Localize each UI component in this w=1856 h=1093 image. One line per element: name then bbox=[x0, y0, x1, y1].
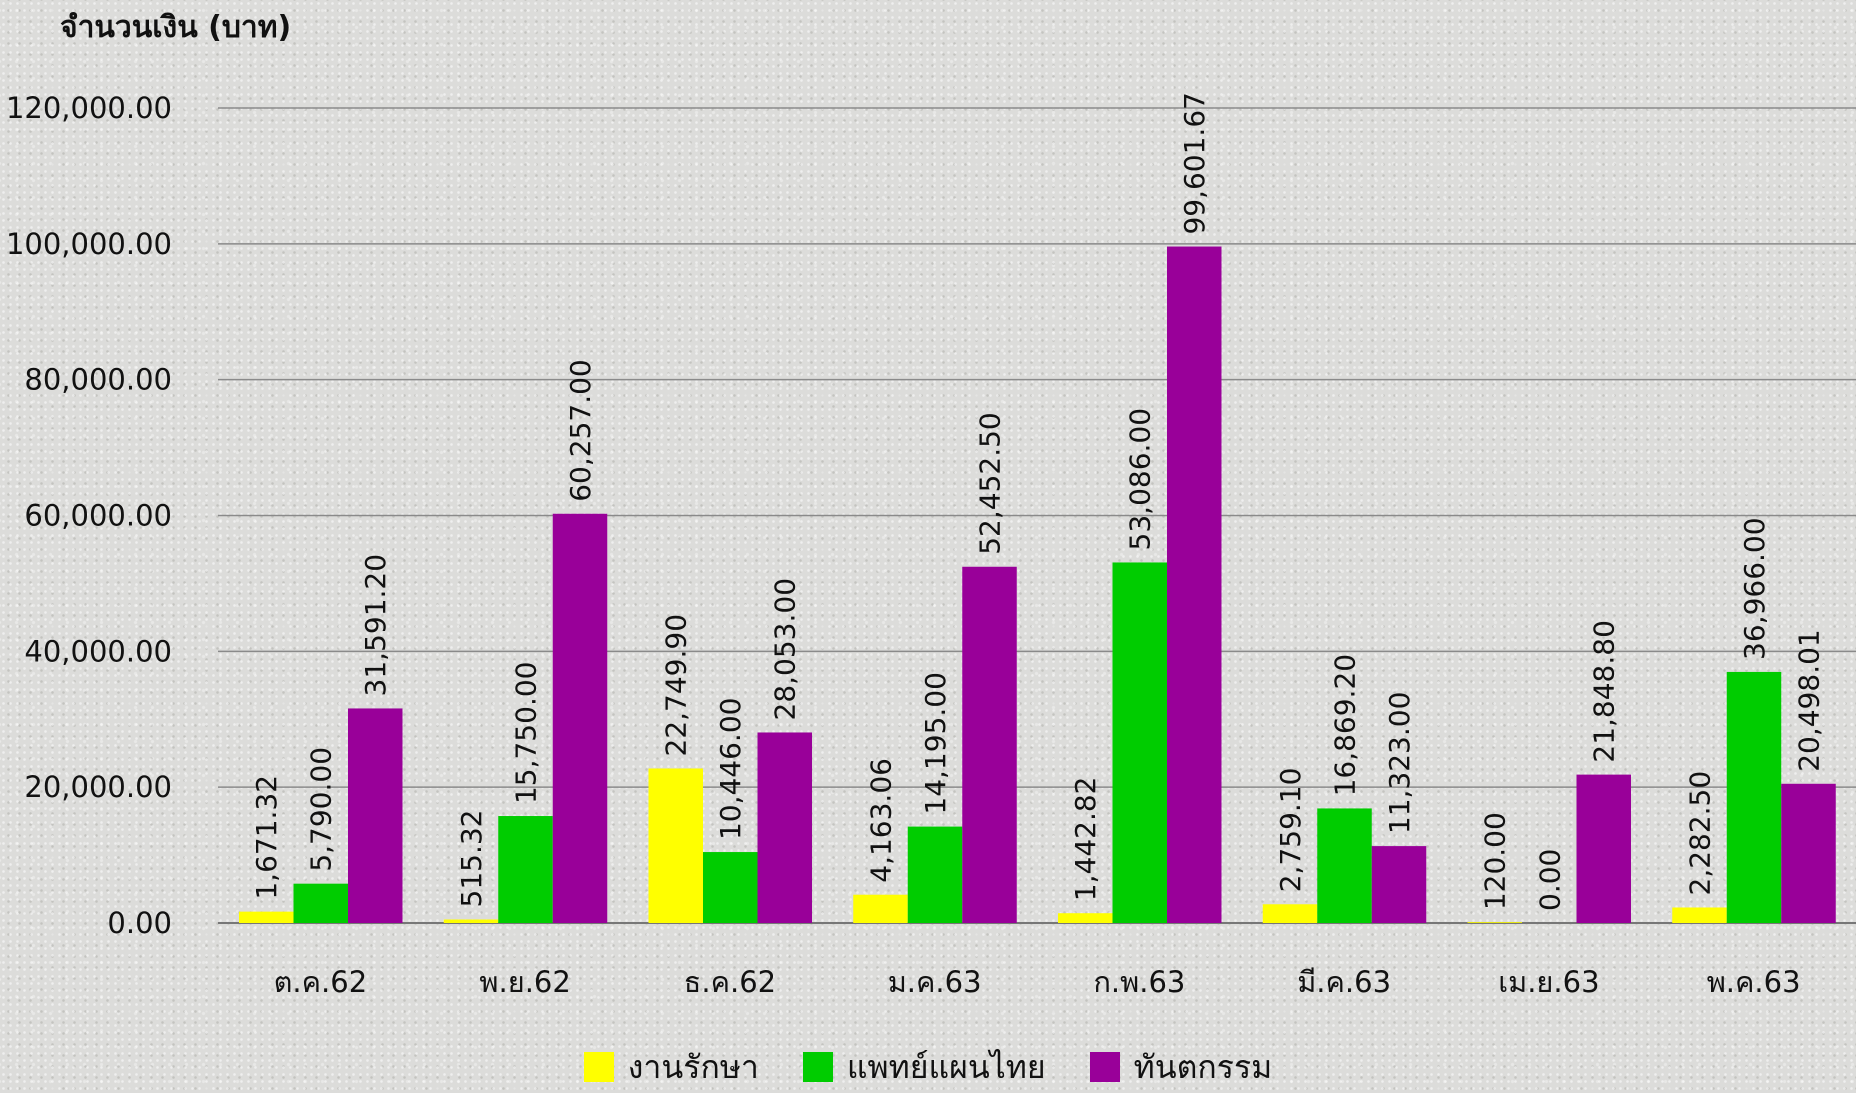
legend: งานรักษา แพทย์แผนไทย ทันตกรรม bbox=[0, 1046, 1856, 1088]
y-tick-label: 40,000.00 bbox=[24, 634, 172, 668]
bar bbox=[1317, 808, 1372, 923]
x-tick-label: ธ.ค.62 bbox=[684, 965, 776, 999]
legend-item-thai-medicine: แพทย์แผนไทย bbox=[802, 1042, 1046, 1093]
data-label: 11,323.00 bbox=[1383, 692, 1416, 835]
bar bbox=[648, 768, 703, 923]
x-tick-label: พ.ค.63 bbox=[1707, 965, 1801, 999]
data-label: 36,966.00 bbox=[1738, 517, 1771, 660]
data-label: 31,591.20 bbox=[359, 554, 392, 697]
data-label: 10,446.00 bbox=[714, 698, 747, 841]
bar bbox=[1371, 846, 1427, 923]
bar bbox=[703, 852, 758, 923]
bar bbox=[962, 566, 1017, 923]
bar bbox=[907, 826, 963, 923]
bar bbox=[348, 708, 403, 923]
bar bbox=[293, 883, 348, 923]
x-tick-label: พ.ย.62 bbox=[479, 965, 570, 999]
data-label: 60,257.00 bbox=[564, 359, 597, 502]
bar bbox=[1726, 671, 1782, 923]
data-label: 515.32 bbox=[455, 810, 488, 908]
bar-chart: 0.00 20,000.00 40,000.00 60,000.00 80,000.00… bbox=[6, 91, 1856, 999]
data-label: 2,759.10 bbox=[1274, 768, 1307, 893]
y-tick-label: 120,000.00 bbox=[6, 91, 172, 125]
data-label: 15,750.00 bbox=[510, 662, 543, 805]
x-tick-label: ต.ค.62 bbox=[274, 965, 368, 999]
legend-swatch-thai-medicine bbox=[802, 1052, 833, 1082]
y-tick-label: 80,000.00 bbox=[24, 363, 172, 397]
bar bbox=[1576, 774, 1631, 923]
legend-swatch-treatment bbox=[583, 1052, 614, 1082]
bar bbox=[1467, 922, 1522, 923]
y-tick-label: 0.00 bbox=[107, 906, 172, 940]
data-label: 5,790.00 bbox=[305, 747, 338, 872]
y-tick-label: 100,000.00 bbox=[6, 227, 172, 261]
data-label: 99,601.67 bbox=[1178, 92, 1211, 235]
bar bbox=[498, 816, 553, 923]
data-label: 53,086.00 bbox=[1124, 408, 1157, 551]
y-tick-label: 60,000.00 bbox=[24, 499, 172, 533]
bar bbox=[1167, 246, 1222, 924]
data-label: 2,282.50 bbox=[1684, 771, 1717, 896]
bar bbox=[1262, 904, 1318, 923]
bar bbox=[1112, 562, 1167, 923]
x-tick-label: ม.ค.63 bbox=[888, 965, 982, 999]
bar bbox=[1058, 913, 1113, 923]
data-label: 120.00 bbox=[1479, 812, 1512, 910]
data-label: 20,498.01 bbox=[1793, 629, 1826, 772]
legend-label-thai-medicine: แพทย์แผนไทย bbox=[846, 1047, 1046, 1086]
data-label: 1,442.82 bbox=[1069, 777, 1102, 902]
bar bbox=[443, 919, 499, 923]
x-tick-label: เม.ย.63 bbox=[1498, 965, 1599, 999]
data-label: 14,195.00 bbox=[919, 672, 952, 815]
data-label: 16,869.20 bbox=[1329, 654, 1362, 797]
legend-label-dental: ทันตกรรม bbox=[1133, 1047, 1273, 1086]
data-label: 4,163.06 bbox=[865, 758, 898, 883]
bar bbox=[1672, 907, 1727, 923]
bar bbox=[853, 894, 908, 923]
bar bbox=[239, 911, 294, 923]
bar bbox=[1781, 783, 1836, 923]
data-label: 28,053.00 bbox=[769, 578, 802, 721]
bar bbox=[552, 513, 608, 923]
x-tick-label: มี.ค.63 bbox=[1297, 965, 1391, 999]
data-label: 52,452.50 bbox=[974, 412, 1007, 555]
y-tick-label: 20,000.00 bbox=[24, 770, 172, 804]
data-label: 21,848.80 bbox=[1588, 620, 1621, 763]
legend-item-treatment: งานรักษา bbox=[583, 1042, 759, 1093]
legend-label-treatment: งานรักษา bbox=[627, 1047, 759, 1086]
legend-swatch-dental bbox=[1089, 1052, 1120, 1082]
x-tick-label: ก.พ.63 bbox=[1093, 965, 1185, 999]
y-axis-title: จำนวนเงิน (บาท) bbox=[60, 10, 292, 45]
data-label: 1,671.32 bbox=[250, 775, 283, 900]
bar bbox=[757, 732, 812, 923]
data-label: 0.00 bbox=[1533, 849, 1566, 911]
data-label: 22,749.90 bbox=[660, 614, 693, 757]
legend-item-dental: ทันตกรรม bbox=[1089, 1042, 1273, 1093]
